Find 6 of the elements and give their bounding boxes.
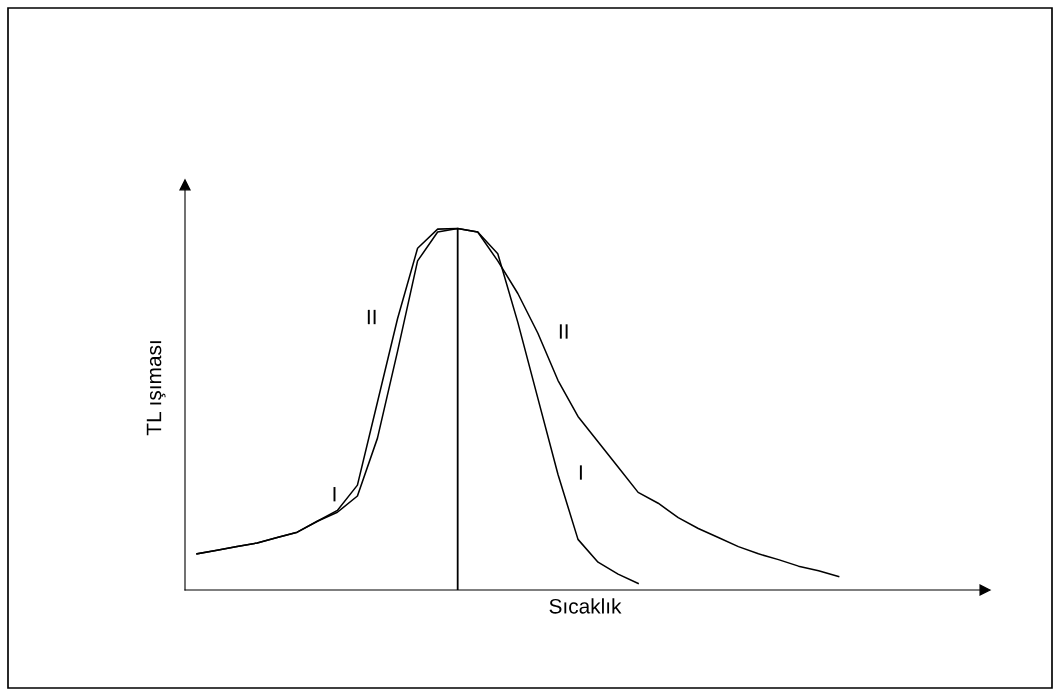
x-axis-title: Sıcaklık xyxy=(549,598,622,614)
series-label: II xyxy=(559,324,568,339)
text: I xyxy=(579,465,582,480)
text: II xyxy=(367,309,376,325)
series-label: I xyxy=(333,487,336,502)
y-axis-title: TL ışıması xyxy=(146,341,166,436)
